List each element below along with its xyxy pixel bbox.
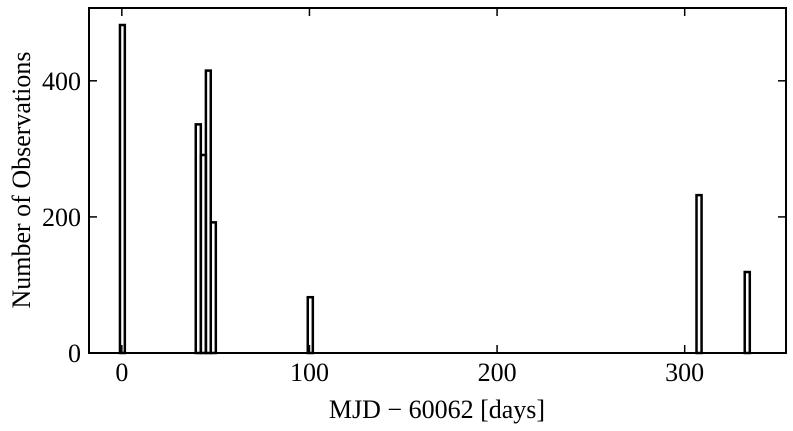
histogram-bar [118, 23, 127, 355]
y-tick-label: 400 [42, 67, 81, 96]
y-tick-label: 0 [68, 339, 81, 368]
x-tick-label: 300 [665, 358, 704, 387]
y-axis-label: Number of Observations [7, 51, 36, 308]
x-tick-label: 100 [290, 358, 329, 387]
y-tick-label: 200 [42, 203, 81, 232]
x-tick-label: 0 [115, 358, 128, 387]
plot-frame [88, 7, 787, 354]
histogram-bar [743, 270, 752, 355]
histogram-bar [209, 221, 218, 355]
histogram-bar [306, 295, 315, 355]
x-axis-label: MJD − 60062 [days] [329, 395, 545, 424]
histogram-bar [695, 193, 703, 355]
x-tick-label: 200 [478, 358, 517, 387]
